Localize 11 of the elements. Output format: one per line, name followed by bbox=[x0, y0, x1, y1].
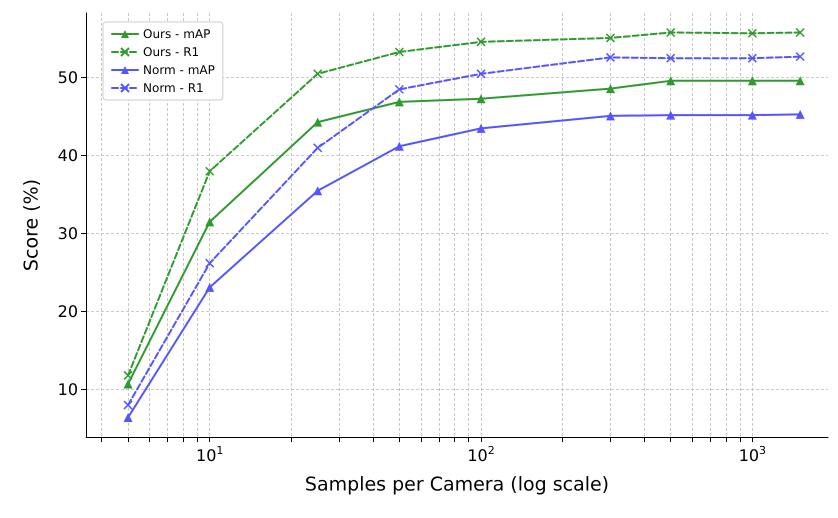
y-tick-label: 10 bbox=[58, 380, 78, 399]
legend-label: Ours - R1 bbox=[143, 45, 200, 59]
legend-label: Norm - mAP bbox=[143, 63, 215, 77]
y-tick-label: 40 bbox=[58, 146, 78, 166]
y-tick-label: 20 bbox=[58, 302, 78, 322]
y-tick-label: 30 bbox=[58, 224, 78, 244]
x-axis-title: Samples per Camera (log scale) bbox=[304, 474, 610, 496]
legend-label: Norm - R1 bbox=[143, 81, 204, 95]
legend-label: Ours - mAP bbox=[143, 27, 210, 41]
y-tick-label: 50 bbox=[58, 68, 78, 88]
y-axis-title: Score (%) bbox=[20, 178, 42, 272]
